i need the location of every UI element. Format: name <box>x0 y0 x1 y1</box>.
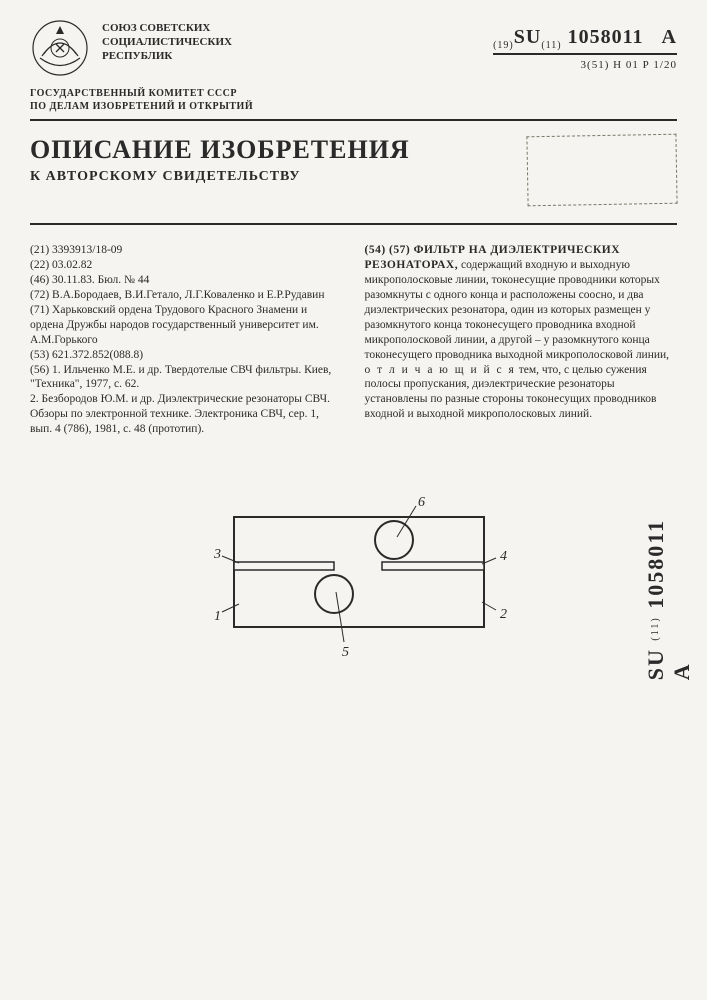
ipc-class: 3(51) Н 01 Р 1/20 <box>493 59 677 71</box>
abstract: (54) (57) ФИЛЬТР НА ДИЭЛЕКТРИЧЕСКИХ РЕЗО… <box>365 243 678 422</box>
figure: 3 1 4 2 5 6 <box>30 492 677 662</box>
fig-label-1: 1 <box>214 609 221 624</box>
field-72: (72) В.А.Бородаев, В.И.Гетало, Л.Г.Ковал… <box>30 288 343 303</box>
field-56b: 2. Безбородов Ю.М. и др. Диэлектрические… <box>30 392 343 437</box>
union-line3: РЕСПУБЛИК <box>102 50 232 64</box>
fig-label-4: 4 <box>500 549 507 564</box>
field-21: (21) 3393913/18-09 <box>30 243 343 258</box>
ussr-emblem-icon <box>30 18 90 78</box>
field-22: (22) 03.02.82 <box>30 258 343 273</box>
fig-label-6: 6 <box>418 495 425 510</box>
right-column: (54) (57) ФИЛЬТР НА ДИЭЛЕКТРИЧЕСКИХ РЕЗО… <box>365 243 678 437</box>
field-56a: (56) 1. Ильченко М.Е. и др. Твердотелые … <box>30 363 343 393</box>
fig-label-3: 3 <box>213 547 221 562</box>
union-line2: СОЦИАЛИСТИЧЕСКИХ <box>102 36 232 50</box>
union-line1: СОЮЗ СОВЕТСКИХ <box>102 22 232 36</box>
field-71: (71) Харьковский ордена Трудового Красно… <box>30 303 343 348</box>
fig-label-5: 5 <box>342 645 349 660</box>
side-publication-number: SU (11) 1058011 A <box>643 500 695 680</box>
committee-text: ГОСУДАРСТВЕННЫЙ КОМИТЕТ СССР ПО ДЕЛАМ ИЗ… <box>30 88 677 113</box>
publication-number: (19)SU(11) 1058011 A <box>493 26 677 55</box>
registration-stamp <box>526 134 677 207</box>
union-text: СОЮЗ СОВЕТСКИХ СОЦИАЛИСТИЧЕСКИХ РЕСПУБЛИ… <box>102 22 232 63</box>
document-subtitle: К АВТОРСКОМУ СВИДЕТЕЛЬСТВУ <box>30 169 410 185</box>
left-column: (21) 3393913/18-09 (22) 03.02.82 (46) 30… <box>30 243 343 437</box>
document-title: ОПИСАНИЕ ИЗОБРЕТЕНИЯ <box>30 135 410 165</box>
fig-label-2: 2 <box>500 607 507 622</box>
divider <box>30 119 677 121</box>
divider <box>30 223 677 225</box>
field-53: (53) 621.372.852(088.8) <box>30 348 343 363</box>
field-46: (46) 30.11.83. Бюл. № 44 <box>30 273 343 288</box>
